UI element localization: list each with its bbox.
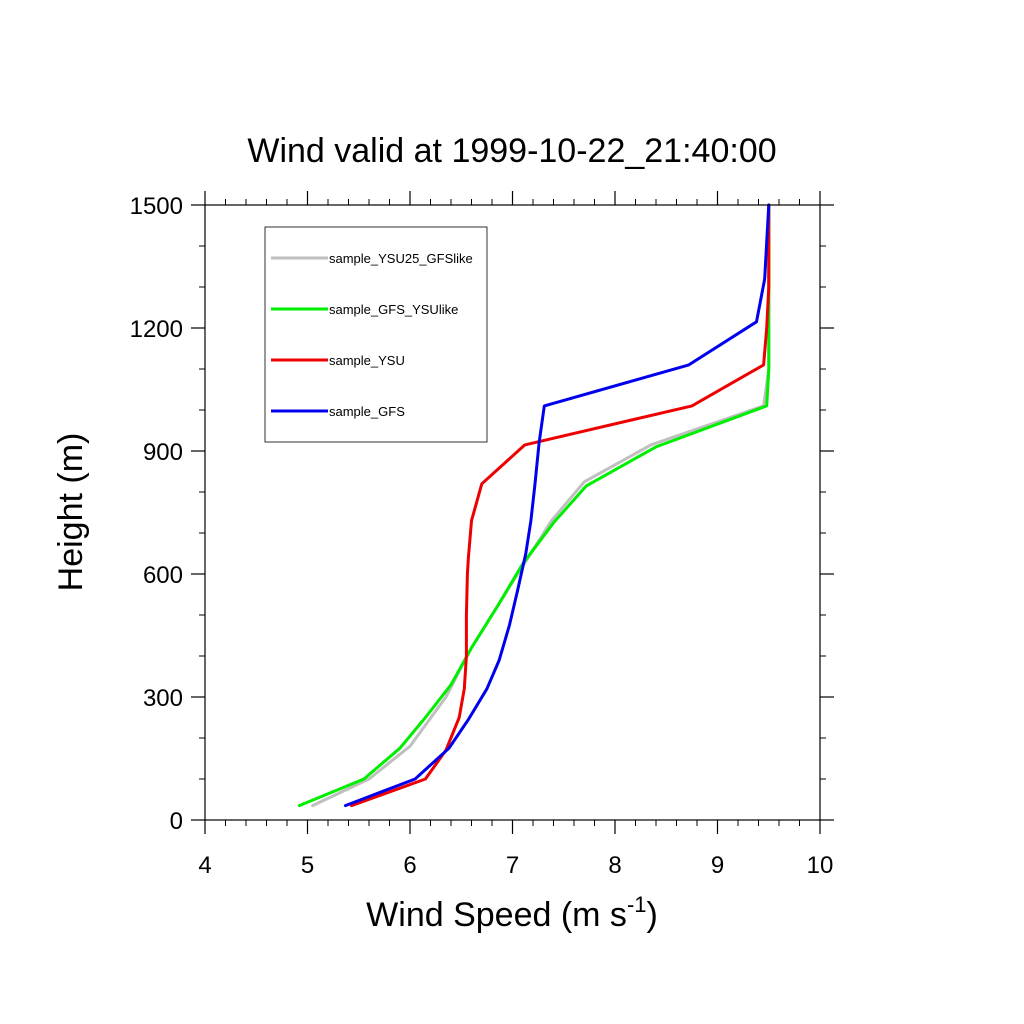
x-tick-label: 4 bbox=[198, 852, 211, 879]
y-tick-label: 300 bbox=[143, 685, 183, 712]
minor-ticks bbox=[199, 199, 826, 826]
series-line-sample_GFS bbox=[343, 203, 771, 808]
chart-title: Wind valid at 1999-10-22_21:40:00 bbox=[247, 132, 776, 170]
x-tick-label: 6 bbox=[403, 852, 416, 879]
x-axis-title-main: Wind Speed (m s bbox=[366, 896, 627, 934]
x-tick-label: 9 bbox=[711, 852, 724, 879]
x-tick-label: 8 bbox=[608, 852, 621, 879]
major-ticks bbox=[191, 191, 834, 834]
x-tick-label: 7 bbox=[506, 852, 519, 879]
x-axis-title: Wind Speed (m s-1) bbox=[366, 892, 658, 934]
y-tick-label: 1200 bbox=[130, 316, 183, 343]
x-tick-label: 10 bbox=[807, 852, 834, 879]
legend-label-sample_GFS_YSUlike: sample_GFS_YSUlike bbox=[329, 302, 458, 317]
y-tick-label: 1500 bbox=[130, 193, 183, 220]
y-tick-label: 600 bbox=[143, 562, 183, 589]
y-tick-label: 900 bbox=[143, 439, 183, 466]
series-line-sample_GFS_YSUlike bbox=[297, 203, 771, 808]
y-tick-labels: 0 300 600 900 1200 1500 bbox=[130, 193, 183, 835]
y-tick-label: 0 bbox=[170, 808, 183, 835]
x-axis-title-close: ) bbox=[647, 896, 658, 934]
plot-frame bbox=[204, 204, 821, 821]
legend-box bbox=[264, 226, 488, 443]
x-tick-labels: 4 5 6 7 8 9 10 bbox=[198, 852, 833, 879]
x-axis-title-superscript: -1 bbox=[627, 892, 647, 917]
legend: sample_YSU25_GFSlike sample_GFS_YSUlikesa… bbox=[264, 226, 488, 443]
series-line-sample_YSU bbox=[350, 203, 771, 808]
legend-label-sample_YSU25_GFSlike: sample_YSU25_GFSlike bbox=[329, 251, 473, 266]
y-axis-title: Height (m) bbox=[52, 433, 90, 592]
x-tick-label: 5 bbox=[301, 852, 314, 879]
series-lines bbox=[297, 203, 771, 808]
legend-label-sample_GFS: sample_GFS bbox=[329, 404, 405, 419]
legend-label-sample_YSU: sample_YSU bbox=[329, 353, 405, 368]
